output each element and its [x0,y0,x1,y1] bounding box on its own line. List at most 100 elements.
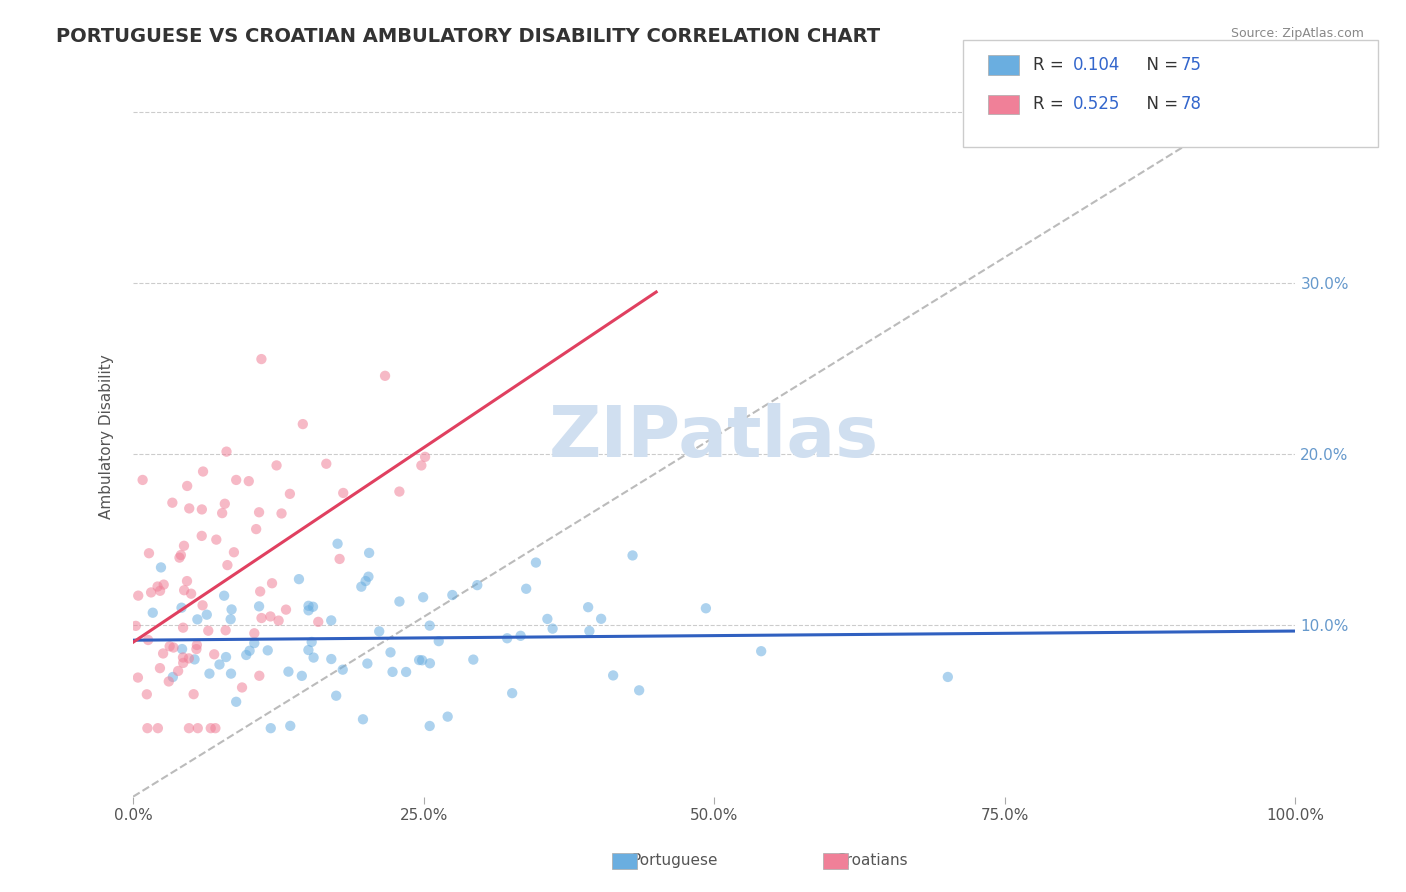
Point [297,599,319,613]
Point [177,651,200,665]
Point [413,450,436,464]
Point [186,612,208,626]
Point [247,599,270,614]
Point [243,626,266,640]
Point [356,657,378,671]
Point [441,588,464,602]
Point [374,368,396,383]
Point [332,486,354,500]
Point [204,721,226,735]
Point [297,603,319,617]
Text: Portuguese: Portuguese [631,854,718,868]
Point [419,657,441,671]
Point [515,582,537,596]
Point [146,721,169,735]
Point [136,721,159,735]
Point [138,546,160,560]
Text: N =: N = [1136,95,1184,113]
Point [628,683,651,698]
Point [541,622,564,636]
Point [307,615,329,629]
Point [191,502,214,516]
Point [419,719,441,733]
Point [291,417,314,431]
Point [621,549,644,563]
Point [321,652,343,666]
Point [238,474,260,488]
Text: Source: ZipAtlas.com: Source: ZipAtlas.com [1230,27,1364,40]
Point [278,487,301,501]
Point [167,664,190,678]
Point [180,587,202,601]
Point [187,721,209,735]
Point [149,583,172,598]
Point [149,661,172,675]
Point [152,577,174,591]
Point [149,560,172,574]
Point [602,668,624,682]
Point [208,657,231,672]
Point [183,687,205,701]
Point [176,479,198,493]
Point [260,721,283,735]
Point [205,533,228,547]
Point [267,614,290,628]
Point [260,576,283,591]
Point [321,614,343,628]
Point [368,624,391,639]
Point [221,602,243,616]
Point [225,473,247,487]
Point [215,650,238,665]
Point [463,652,485,666]
Point [381,665,404,679]
Point [170,548,193,562]
Point [219,666,242,681]
Point [212,589,235,603]
Point [202,648,225,662]
Point [162,670,184,684]
Point [136,632,159,647]
Point [325,689,347,703]
Point [235,648,257,662]
Point [274,602,297,616]
Point [419,618,441,632]
Point [301,635,323,649]
Point [288,572,311,586]
Point [297,643,319,657]
Point [250,352,273,367]
Point [465,578,488,592]
Point [190,529,212,543]
Text: 0.525: 0.525 [1073,95,1121,113]
Point [173,583,195,598]
Text: R =: R = [1033,95,1070,113]
Point [200,721,222,735]
Y-axis label: Ambulatory Disability: Ambulatory Disability [100,355,114,519]
Point [195,607,218,622]
Point [127,589,149,603]
Point [172,621,194,635]
Point [278,719,301,733]
Point [326,537,349,551]
Point [936,670,959,684]
Point [162,496,184,510]
Text: 78: 78 [1181,95,1202,113]
Point [239,644,262,658]
Point [259,609,281,624]
Point [357,570,380,584]
Point [179,501,201,516]
Point [183,652,205,666]
Point [329,552,352,566]
Point [350,580,373,594]
Point [222,545,245,559]
Point [142,606,165,620]
Point [501,686,523,700]
Point [591,612,613,626]
Point [352,712,374,726]
Text: PORTUGUESE VS CROATIAN AMBULATORY DISABILITY CORRELATION CHART: PORTUGUESE VS CROATIAN AMBULATORY DISABI… [56,27,880,45]
Point [170,600,193,615]
Point [388,484,411,499]
Point [256,643,278,657]
Point [359,546,381,560]
Point [427,634,450,648]
Point [172,656,194,670]
